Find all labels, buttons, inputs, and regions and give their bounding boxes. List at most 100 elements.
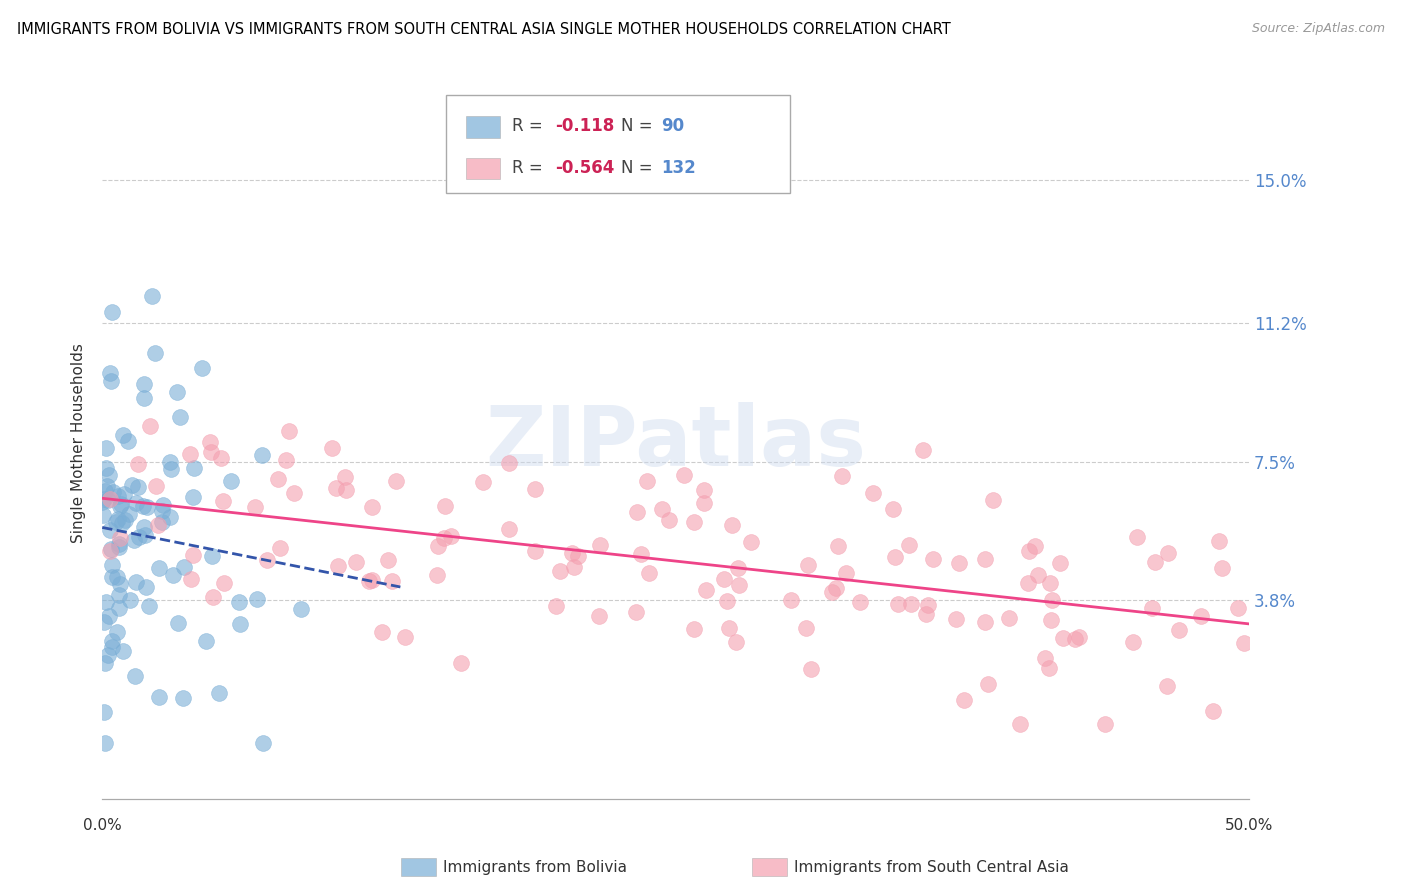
Point bbox=[550, 564, 572, 578]
Point bbox=[471, 475, 494, 489]
Point bbox=[831, 469, 853, 483]
Point bbox=[637, 566, 659, 580]
Point bbox=[145, 479, 167, 493]
Point bbox=[498, 522, 520, 536]
Point bbox=[1140, 600, 1163, 615]
Point bbox=[1018, 544, 1040, 558]
Point bbox=[636, 474, 658, 488]
Point bbox=[143, 346, 166, 360]
Point bbox=[981, 493, 1004, 508]
Point bbox=[173, 560, 195, 574]
Point bbox=[326, 559, 349, 574]
Point bbox=[152, 498, 174, 512]
Point bbox=[695, 582, 717, 597]
Point bbox=[114, 513, 136, 527]
Point bbox=[426, 567, 449, 582]
Point bbox=[1052, 631, 1074, 645]
Point bbox=[256, 552, 278, 566]
Point bbox=[117, 434, 139, 449]
Point bbox=[1211, 561, 1233, 575]
Text: -0.564: -0.564 bbox=[555, 159, 614, 177]
Point bbox=[589, 537, 612, 551]
Point bbox=[125, 575, 148, 590]
Point bbox=[1122, 634, 1144, 648]
Point bbox=[94, 594, 117, 608]
Point bbox=[1094, 717, 1116, 731]
Point bbox=[110, 499, 132, 513]
Point bbox=[243, 500, 266, 515]
Point bbox=[201, 549, 224, 563]
Point bbox=[727, 561, 749, 575]
Point bbox=[278, 424, 301, 438]
Point bbox=[100, 375, 122, 389]
Point bbox=[1156, 679, 1178, 693]
Point bbox=[344, 555, 367, 569]
Point bbox=[121, 478, 143, 492]
Point bbox=[921, 552, 943, 566]
Text: 50.0%: 50.0% bbox=[1225, 818, 1274, 833]
Point bbox=[693, 483, 716, 497]
Point bbox=[162, 568, 184, 582]
Point bbox=[361, 573, 384, 587]
Point bbox=[724, 635, 747, 649]
Point bbox=[1227, 600, 1250, 615]
Point bbox=[202, 590, 225, 604]
Point bbox=[1208, 533, 1230, 548]
Point bbox=[108, 541, 131, 555]
Point bbox=[219, 474, 242, 488]
Point bbox=[381, 574, 404, 588]
Point bbox=[148, 690, 170, 704]
Point bbox=[825, 582, 848, 596]
Point bbox=[498, 456, 520, 470]
Point bbox=[94, 483, 117, 498]
Point bbox=[672, 468, 695, 483]
Point bbox=[124, 669, 146, 683]
Point bbox=[252, 736, 274, 750]
Bar bbox=[465, 116, 501, 137]
Point bbox=[166, 384, 188, 399]
Point bbox=[432, 532, 454, 546]
Point bbox=[135, 581, 157, 595]
Point bbox=[953, 693, 976, 707]
Point bbox=[212, 494, 235, 508]
Point bbox=[974, 615, 997, 629]
Point bbox=[100, 542, 122, 557]
Point bbox=[229, 617, 252, 632]
FancyBboxPatch shape bbox=[446, 95, 790, 194]
Point bbox=[1026, 568, 1049, 582]
Point bbox=[360, 500, 382, 514]
Point bbox=[333, 469, 356, 483]
Point bbox=[93, 615, 115, 629]
Point bbox=[433, 499, 456, 513]
Point bbox=[562, 559, 585, 574]
Point bbox=[827, 540, 849, 554]
Point bbox=[122, 533, 145, 547]
Text: Source: ZipAtlas.com: Source: ZipAtlas.com bbox=[1251, 22, 1385, 36]
Point bbox=[974, 551, 997, 566]
Point bbox=[1039, 614, 1062, 628]
Point bbox=[105, 570, 128, 584]
Point bbox=[821, 584, 844, 599]
Point bbox=[127, 457, 149, 471]
Point bbox=[101, 558, 124, 573]
Point bbox=[385, 475, 408, 489]
Point bbox=[107, 511, 129, 525]
Point bbox=[138, 599, 160, 614]
Point bbox=[561, 546, 583, 560]
Point bbox=[139, 418, 162, 433]
Point bbox=[912, 443, 935, 458]
Point bbox=[167, 615, 190, 630]
Point bbox=[132, 391, 155, 405]
Point bbox=[97, 648, 120, 662]
Point bbox=[208, 686, 231, 700]
Bar bbox=[465, 158, 501, 179]
Text: Immigrants from South Central Asia: Immigrants from South Central Asia bbox=[794, 860, 1070, 874]
Point bbox=[683, 622, 706, 636]
Point bbox=[1233, 635, 1256, 649]
Point bbox=[100, 634, 122, 648]
Point bbox=[394, 630, 416, 644]
Point bbox=[214, 575, 236, 590]
Text: R =: R = bbox=[512, 117, 547, 136]
Point bbox=[883, 550, 905, 565]
Point bbox=[94, 736, 117, 750]
